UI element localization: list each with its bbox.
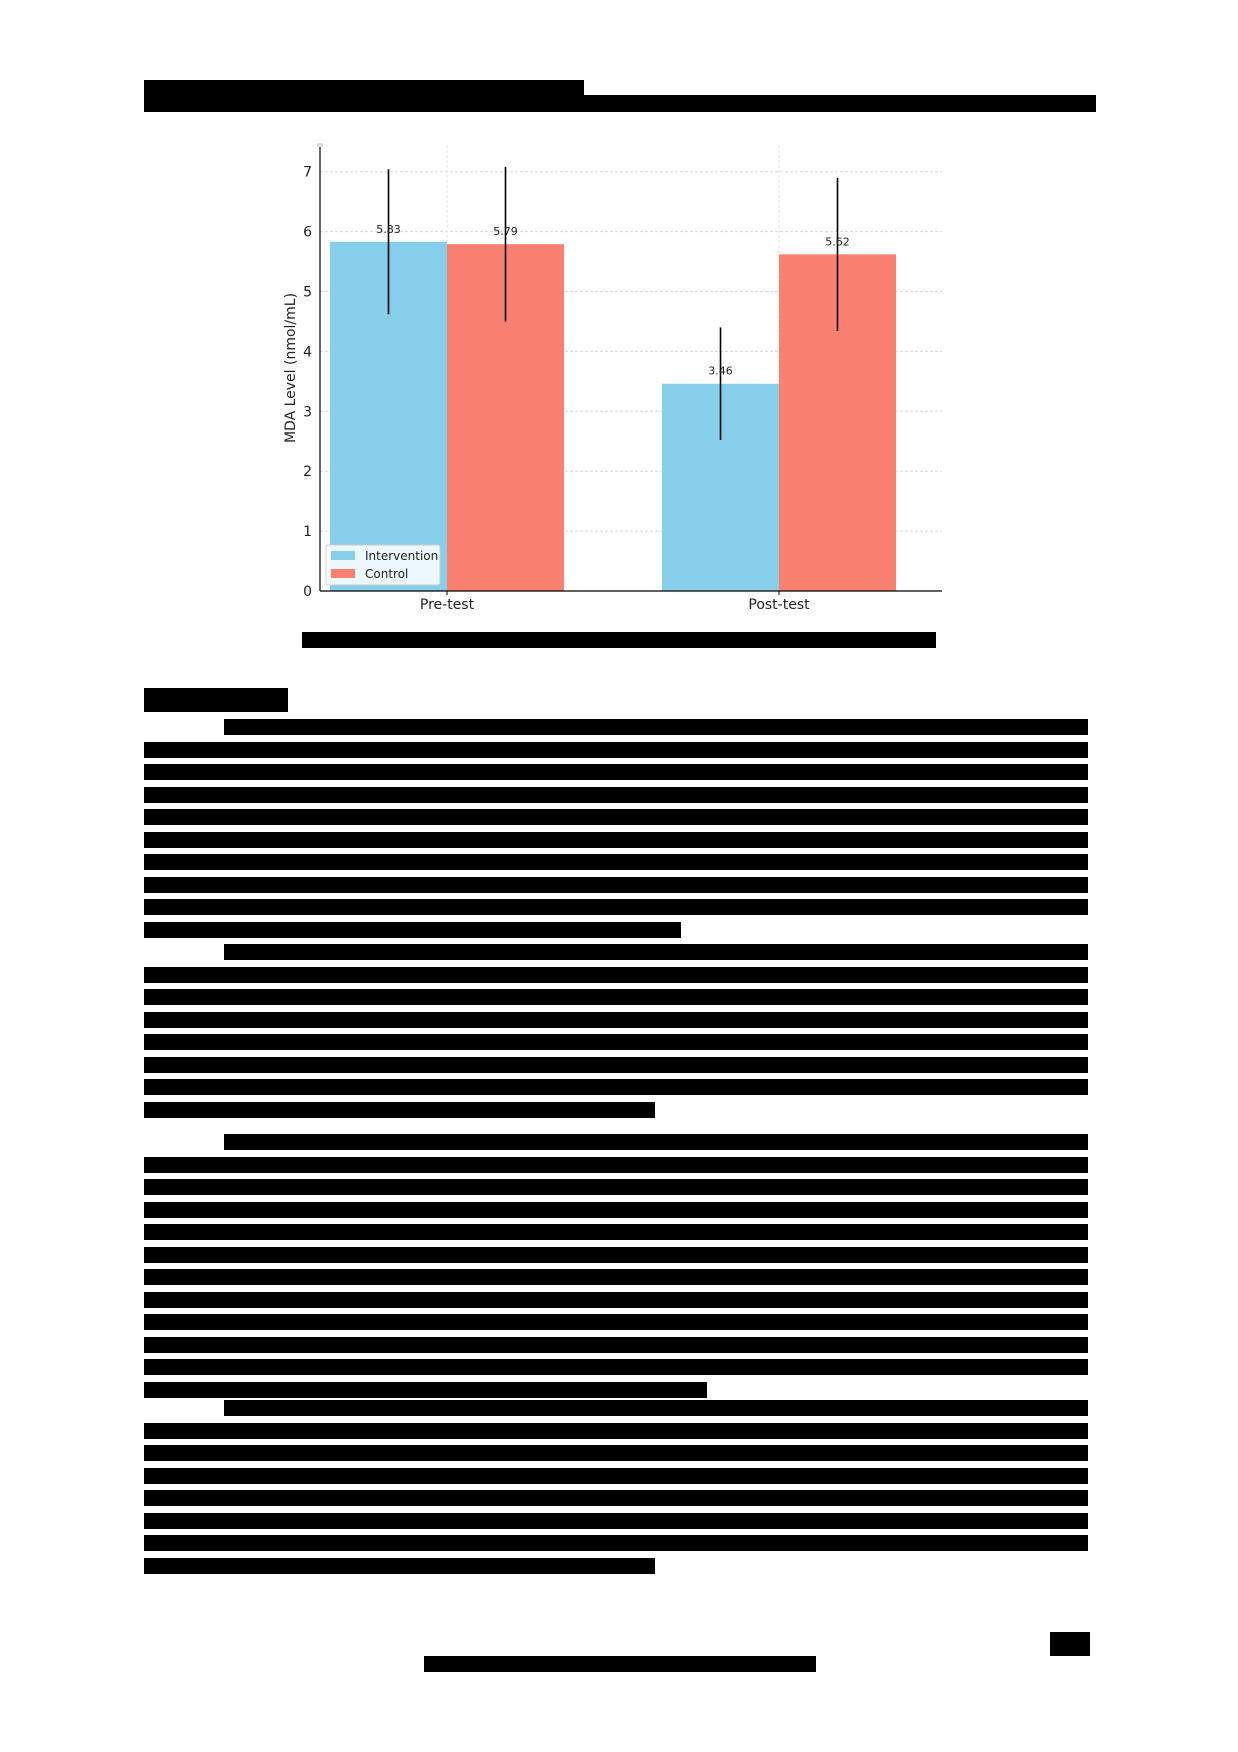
redacted-line	[144, 1535, 1088, 1551]
redacted-line	[224, 1134, 1088, 1150]
redacted-line	[144, 764, 1088, 780]
redacted-line	[144, 1056, 1088, 1073]
data-label: 5.62	[825, 235, 850, 248]
redacted-line	[144, 786, 1088, 803]
redacted-line	[144, 921, 681, 938]
page-number-redacted	[1050, 1632, 1090, 1656]
redacted-line	[144, 1179, 1088, 1195]
mda-bar-chart: 5.83 3.46 5.79 5.62 0 1 2 3 4 5 6 7 Pre-test Post-tes…	[270, 135, 970, 615]
y-axis-label: MDA Level (nmol/mL)	[283, 293, 299, 443]
redacted-line	[224, 719, 1088, 735]
redacted-line	[144, 1445, 1088, 1461]
y-tick-label: 7	[303, 165, 312, 181]
redacted-line	[144, 1557, 655, 1574]
redacted-line	[144, 809, 1088, 825]
y-tick-label: 1	[303, 524, 312, 540]
footer-redacted	[424, 1656, 816, 1672]
legend-label-intervention: Intervention	[365, 549, 438, 563]
redacted-line	[144, 1034, 1088, 1050]
y-tick-label: 4	[303, 344, 312, 360]
y-tick-label: 6	[303, 225, 312, 241]
redacted-line	[144, 1314, 1088, 1330]
redacted-line	[144, 831, 1088, 848]
redacted-line	[144, 1512, 1088, 1529]
y-tick-label: 2	[303, 464, 312, 480]
redacted-line	[144, 876, 1088, 893]
redacted-line	[144, 1269, 1088, 1285]
redacted-line	[144, 989, 1088, 1005]
data-label: 5.79	[493, 225, 518, 238]
redacted-line	[144, 1467, 1088, 1484]
redacted-line	[144, 1079, 1088, 1095]
y-tick-label: 3	[303, 404, 312, 420]
legend-swatch-intervention	[331, 551, 355, 560]
legend-label-control: Control	[365, 567, 408, 581]
legend-swatch-control	[331, 569, 355, 578]
redacted-line	[144, 1201, 1088, 1218]
redacted-line	[144, 1246, 1088, 1263]
x-tick-label: Post-test	[748, 597, 810, 613]
redacted-line	[144, 1359, 1088, 1375]
redacted-line	[144, 741, 1088, 758]
redacted-line	[144, 1291, 1088, 1308]
redacted-line	[224, 944, 1088, 960]
redacted-line	[144, 1156, 1088, 1173]
figure-caption-redacted	[302, 632, 936, 648]
redacted-line	[144, 1224, 1088, 1240]
header-rule-redacted	[144, 95, 1096, 112]
redacted-line	[144, 1011, 1088, 1028]
section-heading-redacted	[144, 688, 288, 712]
redacted-line	[144, 1422, 1088, 1439]
data-label: 3.46	[708, 365, 733, 378]
y-tick-label: 5	[303, 285, 312, 301]
x-tick-label: Pre-test	[420, 597, 475, 613]
redacted-line	[144, 1490, 1088, 1506]
redacted-line	[144, 854, 1088, 870]
y-tick-label: 0	[303, 584, 312, 600]
redacted-line	[144, 1101, 655, 1118]
axis-corner-mark	[317, 143, 323, 147]
redacted-line	[144, 1381, 707, 1398]
data-label: 5.83	[376, 223, 401, 236]
redacted-line	[224, 1400, 1088, 1416]
chart-svg: 5.83 3.46 5.79 5.62 0 1 2 3 4 5 6 7 Pre-test Post-tes…	[283, 143, 942, 613]
redacted-line	[144, 966, 1088, 983]
redacted-line	[144, 1336, 1088, 1353]
redacted-line	[144, 899, 1088, 915]
